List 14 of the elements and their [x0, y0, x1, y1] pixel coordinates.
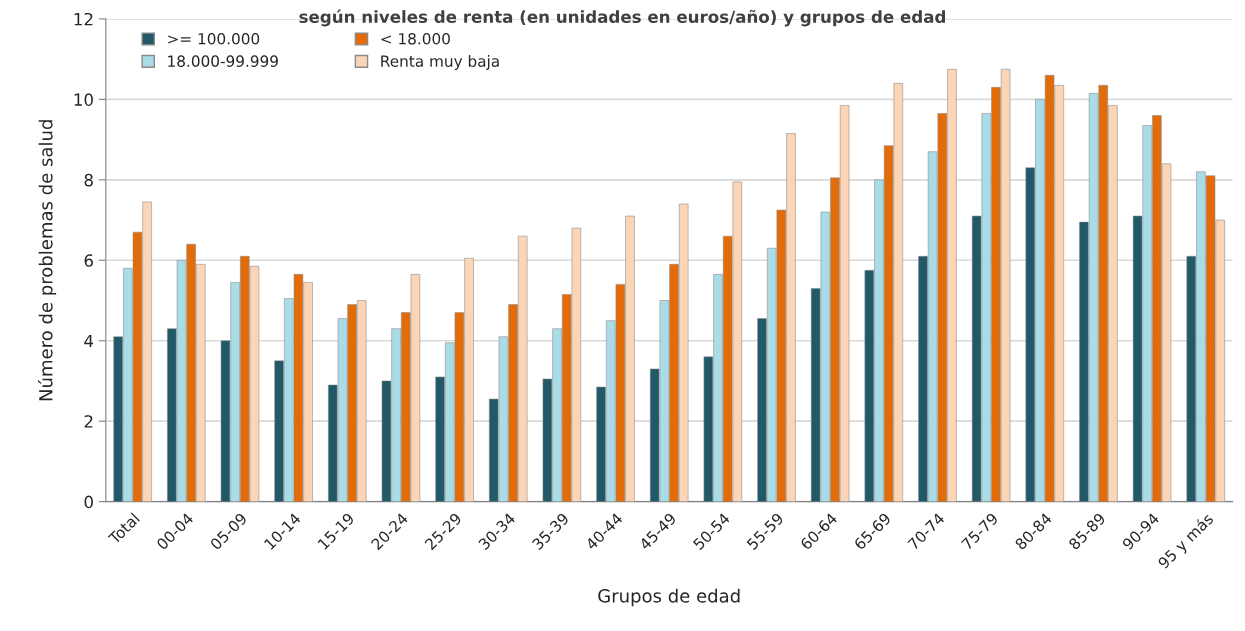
legend-label: Renta muy baja: [381, 55, 499, 70]
y-tick-label: 8: [84, 173, 93, 187]
y-tick-label: 4: [84, 334, 94, 348]
chart-title: según niveles de renta (en unidades en euros/año) y grupos de edad: [299, 9, 946, 27]
legend-label: >= 100.000: [168, 32, 260, 45]
y-tick-label: 12: [74, 12, 93, 26]
y-tick-label: 0: [84, 495, 93, 509]
y-tick-label: 6: [84, 254, 93, 267]
y-tick-label: 10: [74, 93, 93, 106]
y-tick-label: 2: [84, 415, 93, 428]
y-axis-title: Número de problemas de salud: [37, 120, 57, 401]
x-axis-title: Grupos de edad: [598, 588, 740, 607]
legend-label: 18.000-99.999: [168, 55, 278, 67]
legend-label: < 18.000: [381, 32, 450, 45]
